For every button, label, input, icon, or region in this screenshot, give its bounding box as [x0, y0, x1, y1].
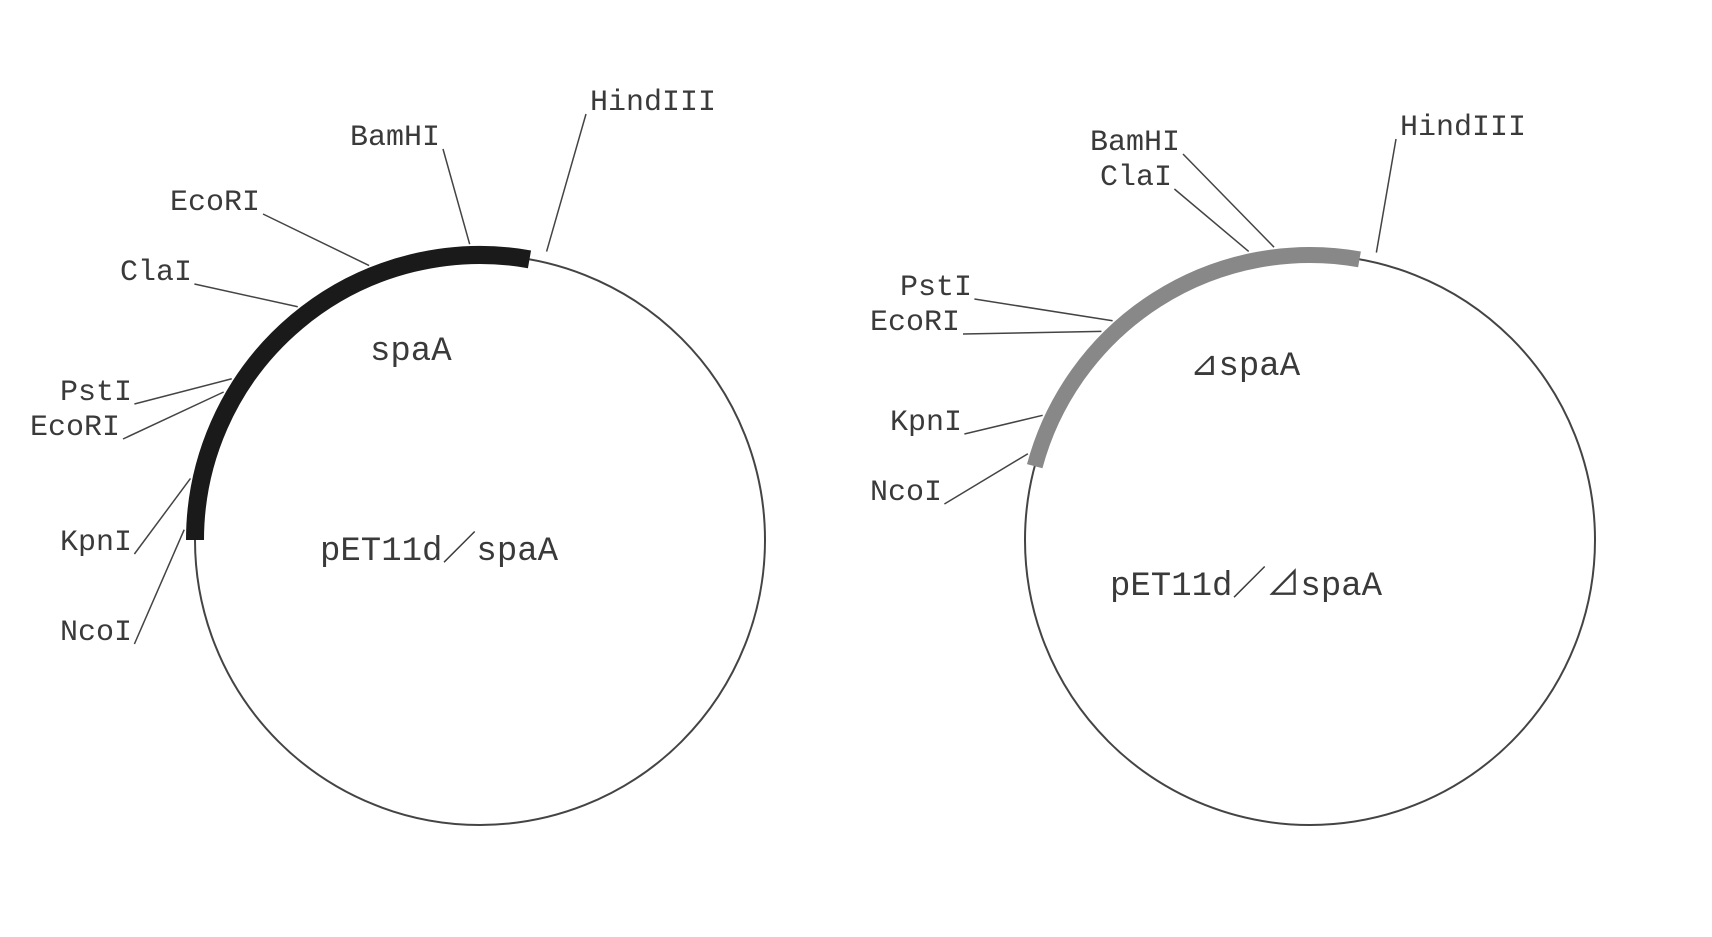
plasmid-diagram: spaApET11d／spaANcoIKpnIEcoRIPstIClaIEcoR… — [0, 0, 1712, 937]
site-label: BamHI — [350, 121, 440, 155]
site-label: NcoI — [870, 476, 942, 510]
insert-name: spaA — [370, 333, 452, 371]
insert-name: ⊿spaA — [1190, 348, 1301, 386]
site-label: HindIII — [1400, 111, 1526, 145]
site-label: NcoI — [60, 616, 132, 650]
site-label: EcoRI — [870, 306, 960, 340]
site-label: ClaI — [1100, 161, 1172, 195]
site-label: EcoRI — [170, 186, 260, 220]
site-label: PstI — [900, 271, 972, 305]
plasmid-name: pET11d／spaA — [320, 531, 559, 571]
site-label: PstI — [60, 376, 132, 410]
site-label: ClaI — [120, 256, 192, 290]
site-label: EcoRI — [30, 411, 120, 445]
site-label: BamHI — [1090, 126, 1180, 160]
plasmid-name: pET11d／⊿spaA — [1110, 566, 1383, 606]
site-label: HindIII — [590, 86, 716, 120]
site-label: KpnI — [60, 526, 132, 560]
site-label: KpnI — [890, 406, 962, 440]
